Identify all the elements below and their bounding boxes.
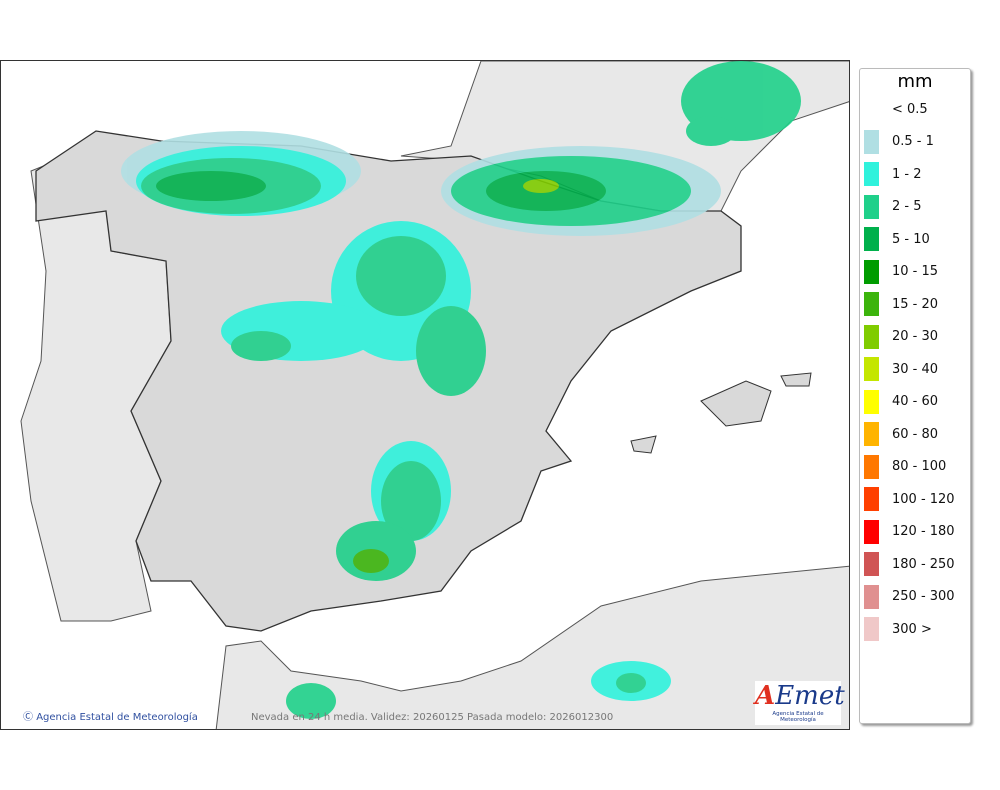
legend-swatch bbox=[864, 552, 879, 576]
legend-unit: mm bbox=[897, 71, 933, 92]
legend-item: < 0.5 bbox=[864, 97, 928, 121]
snowfall-areas bbox=[121, 61, 801, 719]
legend-label: 20 - 30 bbox=[892, 329, 939, 344]
legend-item: 30 - 40 bbox=[864, 357, 938, 381]
map-caption: Nevada en 24 h media. Validez: 20260125 … bbox=[251, 712, 614, 723]
logo-subtitle: Agencia Estatal de Meteorología bbox=[772, 711, 824, 723]
legend-item: 100 - 120 bbox=[864, 487, 955, 511]
legend-label: 1 - 2 bbox=[892, 166, 922, 182]
legend-swatch bbox=[864, 422, 879, 446]
legend-label: 2 - 5 bbox=[892, 199, 922, 214]
legend-item: 60 - 80 bbox=[864, 422, 938, 446]
legend-label: 15 - 20 bbox=[892, 296, 939, 312]
legend-item: 10 - 15 bbox=[864, 259, 939, 284]
legend-swatch bbox=[864, 617, 879, 641]
legend-swatch bbox=[864, 227, 879, 251]
legend-item: 80 - 100 bbox=[864, 454, 947, 479]
credit-label: Agencia Estatal de Meteorología bbox=[36, 712, 198, 723]
legend-swatch bbox=[864, 584, 879, 609]
legend-swatch bbox=[864, 519, 879, 544]
legend-label: 120 - 180 bbox=[892, 524, 955, 539]
legend-label: 250 - 300 bbox=[892, 589, 955, 604]
legend-swatch bbox=[864, 324, 879, 349]
legend-swatch bbox=[864, 292, 879, 316]
legend: mm < 0.5 0.5 - 1 1 - 2 2 - 5 5 - 10 10 - 15 15… bbox=[859, 68, 971, 724]
aemet-logo: AEmet Agencia Estatal de Meteorología bbox=[755, 681, 845, 725]
legend-item: 180 - 250 bbox=[864, 552, 955, 576]
logo-text: AEmet bbox=[755, 681, 845, 711]
legend-item: 20 - 30 bbox=[864, 324, 939, 349]
legend-swatch bbox=[864, 194, 879, 219]
legend-label: 100 - 120 bbox=[892, 491, 955, 507]
legend-label: 30 - 40 bbox=[892, 361, 939, 377]
legend-swatch bbox=[864, 454, 879, 479]
legend-label: 0.5 - 1 bbox=[892, 134, 934, 149]
snowfall-map[interactable]: Ⓒ Agencia Estatal de Meteorología Nevada… bbox=[0, 60, 850, 730]
legend-item: 300 > bbox=[864, 617, 932, 641]
legend-item: 2 - 5 bbox=[864, 194, 922, 219]
legend-label: < 0.5 bbox=[892, 101, 928, 117]
map-graphic bbox=[20, 61, 849, 729]
legend-item: 40 - 60 bbox=[864, 389, 939, 414]
legend-item: 250 - 300 bbox=[864, 584, 955, 609]
legend-label: 5 - 10 bbox=[892, 231, 930, 247]
legend-item: 0.5 - 1 bbox=[864, 129, 934, 154]
africa-land bbox=[215, 565, 849, 729]
legend-item: 120 - 180 bbox=[864, 519, 955, 544]
legend-item: 1 - 2 bbox=[864, 162, 922, 186]
legend-item: 15 - 20 bbox=[864, 292, 938, 316]
legend-swatch bbox=[864, 259, 879, 284]
legend-swatch bbox=[864, 389, 879, 414]
legend-label: 180 - 250 bbox=[892, 556, 955, 572]
legend-item: 5 - 10 bbox=[864, 227, 930, 251]
legend-label: 80 - 100 bbox=[892, 459, 947, 474]
legend-label: 300 > bbox=[892, 621, 932, 637]
legend-label: 10 - 15 bbox=[892, 264, 939, 279]
legend-label: 60 - 80 bbox=[892, 426, 939, 442]
menorca-land bbox=[780, 372, 812, 387]
mallorca-land bbox=[700, 380, 772, 427]
legend-swatch bbox=[864, 162, 879, 186]
legend-label: 40 - 60 bbox=[892, 394, 939, 409]
credit-text: Ⓒ Agencia Estatal de Meteorología bbox=[23, 712, 198, 723]
legend-swatch bbox=[864, 97, 879, 121]
ibiza-land bbox=[630, 435, 657, 454]
legend-swatch bbox=[864, 487, 879, 511]
legend-swatch bbox=[864, 357, 879, 381]
legend-swatch bbox=[864, 129, 879, 154]
